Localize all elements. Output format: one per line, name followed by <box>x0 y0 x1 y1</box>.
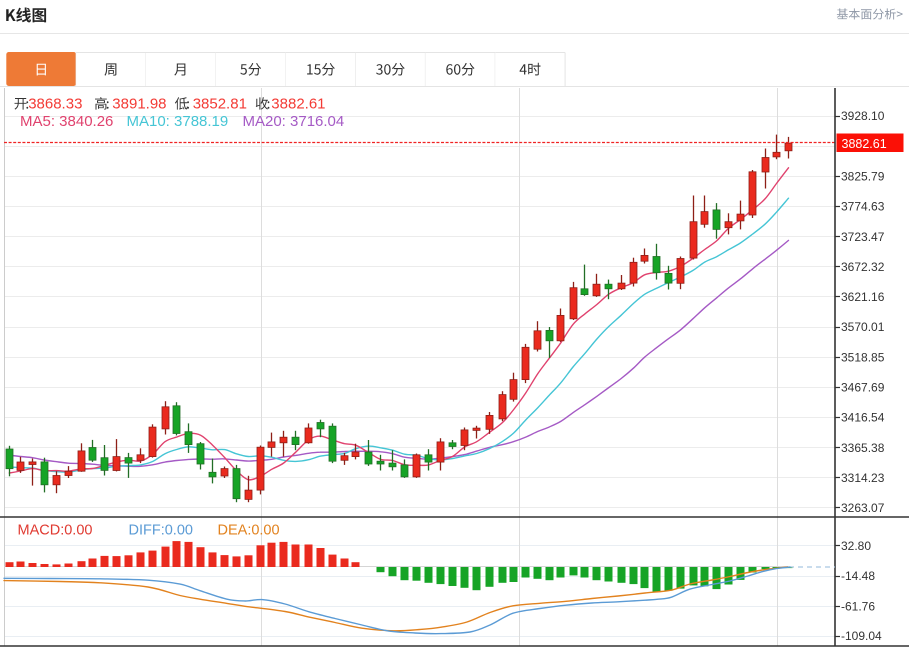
svg-text:3723.47: 3723.47 <box>841 230 885 244</box>
svg-text:MACD:0.00: MACD:0.00 <box>18 523 93 539</box>
svg-text:3852.81: 3852.81 <box>193 96 247 113</box>
svg-text:DIFF:0.00: DIFF:0.00 <box>129 523 193 539</box>
svg-text:MA10: 3788.19: MA10: 3788.19 <box>127 113 229 130</box>
svg-text:3467.69: 3467.69 <box>841 381 885 395</box>
svg-text:3416.54: 3416.54 <box>841 411 885 425</box>
svg-text:3672.32: 3672.32 <box>841 260 885 274</box>
svg-text:3621.16: 3621.16 <box>841 290 885 304</box>
svg-text:3825.79: 3825.79 <box>841 170 885 184</box>
svg-text:3314.23: 3314.23 <box>841 471 885 485</box>
svg-text:3868.33: 3868.33 <box>28 96 82 113</box>
svg-text:3365.38: 3365.38 <box>841 441 885 455</box>
svg-text:MA5: 3840.26: MA5: 3840.26 <box>20 113 113 130</box>
svg-text:DEA:0.00: DEA:0.00 <box>218 523 280 539</box>
svg-text:3570.01: 3570.01 <box>841 320 885 334</box>
svg-text:3882.61: 3882.61 <box>842 137 887 151</box>
svg-text:3774.63: 3774.63 <box>841 200 885 214</box>
svg-text:3928.10: 3928.10 <box>841 109 885 123</box>
svg-text:32.80: 32.80 <box>841 539 871 553</box>
svg-text:3518.85: 3518.85 <box>841 350 885 364</box>
svg-text:-109.04: -109.04 <box>841 629 882 643</box>
svg-text:3882.61: 3882.61 <box>271 96 325 113</box>
svg-text:3263.07: 3263.07 <box>841 501 885 515</box>
svg-text:3891.98: 3891.98 <box>112 96 166 113</box>
svg-text:MA20: 3716.04: MA20: 3716.04 <box>243 113 345 130</box>
svg-text:-61.76: -61.76 <box>841 600 875 614</box>
svg-text:-14.48: -14.48 <box>841 569 875 583</box>
